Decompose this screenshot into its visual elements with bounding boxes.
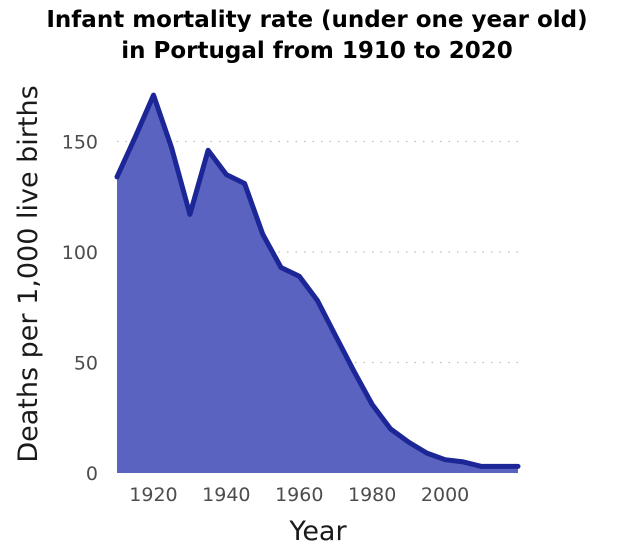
y-tick-label: 50 bbox=[74, 353, 98, 375]
x-tick-label: 2000 bbox=[421, 484, 469, 506]
y-tick-label: 0 bbox=[86, 463, 98, 485]
x-tick-label: 1960 bbox=[275, 484, 323, 506]
series-line bbox=[114, 92, 521, 469]
x-axis-ticks: 1920 1940 1960 1980 2000 bbox=[129, 484, 469, 506]
x-axis-label: Year bbox=[288, 516, 347, 547]
chart-title-line-1: Infant mortality rate (under one year ol… bbox=[46, 7, 587, 33]
x-tick-label: 1980 bbox=[348, 484, 396, 506]
x-tick-label: 1940 bbox=[202, 484, 250, 506]
y-tick-label: 100 bbox=[62, 242, 98, 264]
y-tick-label: 150 bbox=[62, 132, 98, 154]
y-axis-ticks: 0 50 100 150 bbox=[62, 132, 98, 486]
y-axis-label: Deaths per 1,000 live births bbox=[13, 85, 44, 462]
chart-title-line-2: in Portugal from 1910 to 2020 bbox=[121, 38, 512, 64]
area-fill bbox=[117, 95, 518, 473]
x-tick-label: 1920 bbox=[129, 484, 177, 506]
